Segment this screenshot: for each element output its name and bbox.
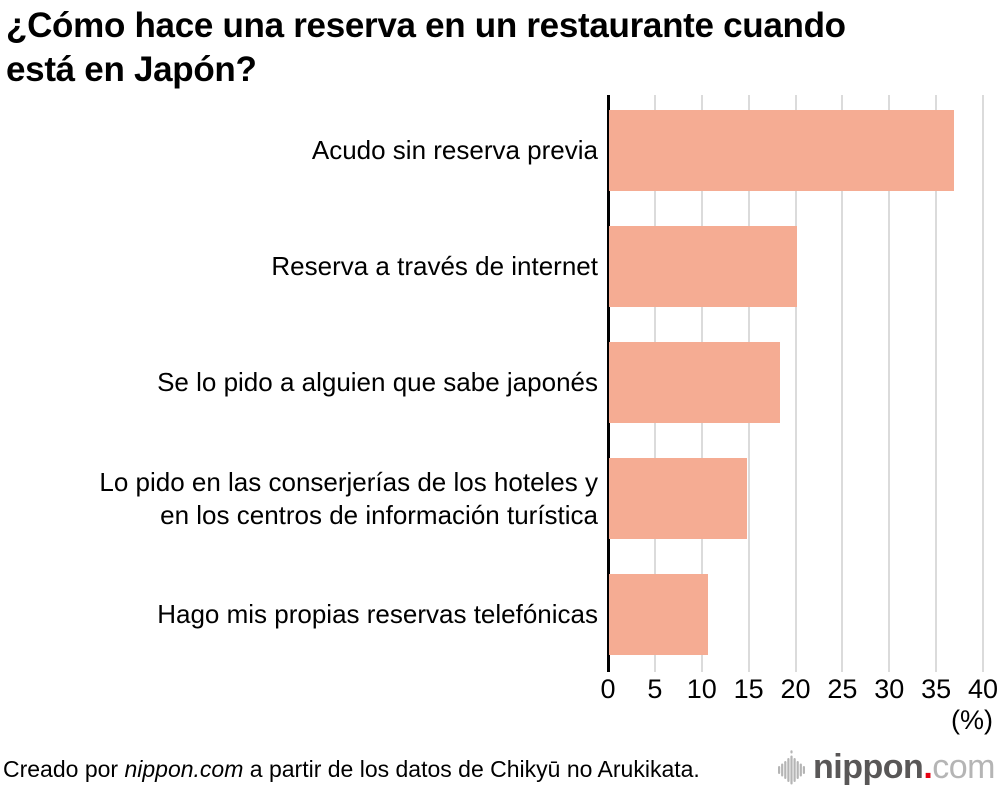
credit-suffix: a partir de los datos de Chikyū no Aruki… bbox=[243, 756, 700, 782]
credit-line: Creado por nippon.com a partir de los da… bbox=[3, 756, 700, 783]
nippon-logo-text: nippon.com bbox=[813, 749, 995, 785]
credit-source: nippon.com bbox=[124, 756, 244, 782]
bar-4 bbox=[609, 574, 709, 655]
logo-text-nippon: nippon bbox=[813, 748, 924, 786]
y-axis-line bbox=[607, 95, 610, 672]
bar-0 bbox=[609, 110, 954, 191]
logo-text-com: com bbox=[932, 748, 995, 786]
category-label-0: Acudo sin reserva previa bbox=[311, 135, 598, 165]
x-tick-15: 15 bbox=[733, 674, 764, 704]
gridline-30 bbox=[888, 95, 891, 672]
x-tick-5: 5 bbox=[647, 674, 663, 704]
nippon-logo-soundwave-icon bbox=[778, 750, 806, 785]
gridline-40 bbox=[982, 95, 984, 672]
logo-text-dot: . bbox=[923, 748, 933, 786]
x-tick-40: 40 bbox=[967, 674, 999, 704]
x-tick-30: 30 bbox=[874, 674, 905, 704]
gridline-35 bbox=[935, 95, 938, 672]
x-tick-10: 10 bbox=[686, 674, 717, 704]
x-axis-unit-label: (%) bbox=[951, 705, 993, 735]
x-tick-0: 0 bbox=[600, 674, 616, 704]
credit-prefix: Creado por bbox=[3, 756, 125, 782]
footer: Creado por nippon.com a partir de los da… bbox=[0, 745, 1000, 792]
category-label-2: Se lo pido a alguien que sabe japonés bbox=[157, 367, 598, 397]
category-label-1: Reserva a través de internet bbox=[271, 251, 598, 281]
x-tick-20: 20 bbox=[780, 674, 811, 704]
x-tick-25: 25 bbox=[827, 674, 858, 704]
nippon-logo: nippon.com bbox=[777, 748, 995, 786]
category-label-4: Hago mis propias reservas telefónicas bbox=[157, 599, 598, 629]
category-label-3: Lo pido en las conserjerías de los hotel… bbox=[99, 466, 598, 530]
bar-chart: Acudo sin reserva previa Reserva a través… bbox=[0, 95, 1000, 750]
bar-3 bbox=[609, 458, 747, 539]
chart-title: ¿Cómo hace una reserva en un restaurante… bbox=[6, 6, 846, 89]
gridline-25 bbox=[841, 95, 844, 672]
gridline-20 bbox=[794, 95, 797, 672]
bar-1 bbox=[609, 226, 797, 307]
x-tick-35: 35 bbox=[921, 674, 952, 704]
bar-2 bbox=[609, 342, 780, 423]
